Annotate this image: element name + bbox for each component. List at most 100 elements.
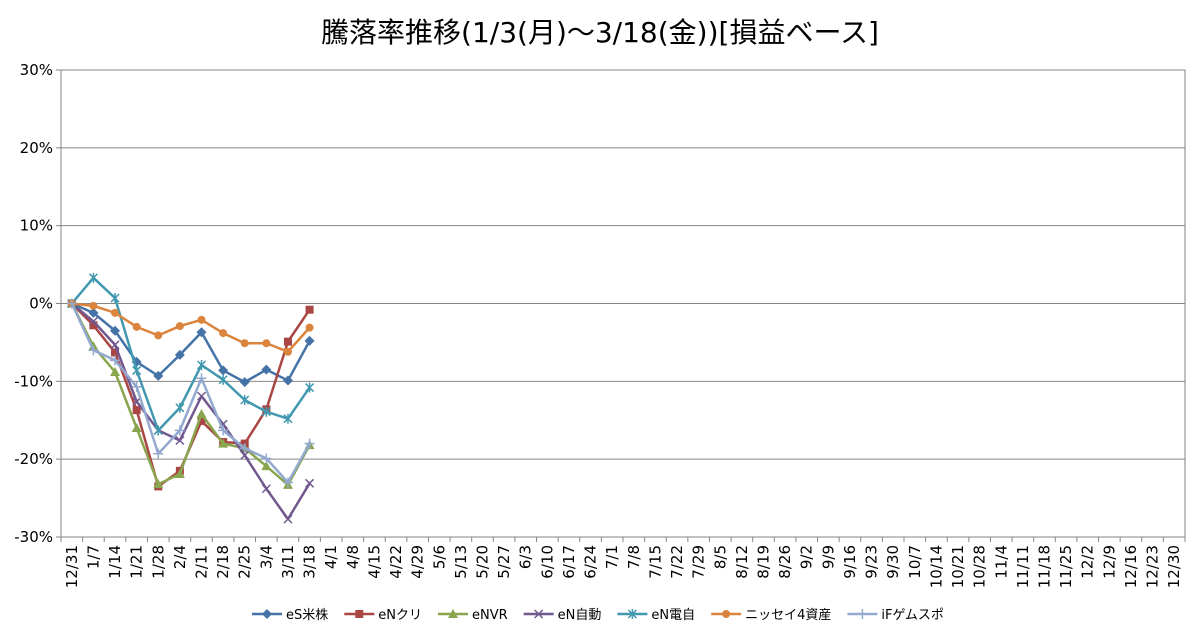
x-tick-label: 9/2 [798,545,816,569]
x-tick-label: 10/14 [927,545,945,588]
legend: eS米株 eNクリ eNVR eN自動 eN電自 ニッセイ4資産 iFゲムスポ [252,607,944,623]
x-tick-label: 12/30 [1165,545,1183,588]
data-point [174,349,185,360]
x-tick-label: 9/9 [819,545,837,569]
series-group [66,272,315,524]
data-point [305,323,314,332]
legend-marker [534,609,544,619]
data-point [88,307,99,318]
series-0 [66,298,315,388]
x-tick-label: 5/27 [495,545,513,579]
x-tick-label: 12/16 [1122,545,1140,588]
legend-item: eN電自 [617,608,695,623]
data-point [196,391,207,401]
x-tick-label: 7/29 [690,545,708,579]
x-tick-label: 7/15 [646,545,664,579]
x-tick-label: 4/15 [365,545,383,579]
x-tick-label: 4/8 [344,545,362,569]
legend-marker [262,609,272,619]
x-tick-label: 2/11 [193,545,211,579]
x-tick-label: 1/7 [84,545,102,569]
x-tick-label: 6/10 [538,545,556,579]
x-tick-label: 11/18 [1036,545,1054,588]
data-point [110,325,121,336]
data-point [196,373,207,384]
data-point [304,438,315,449]
series-5 [67,299,314,356]
data-point [131,381,142,392]
chart-title: 騰落率推移(1/3(月)～3/18(金))[損益ベース] [321,16,879,49]
x-tick-label: 11/11 [1014,545,1032,588]
x-tick-label: 10/28 [971,545,989,588]
data-point [262,339,271,348]
data-point [283,337,292,346]
legend-item: eNVR [438,608,508,623]
legend-item: eS米株 [252,608,328,623]
x-tick-label: 5/13 [452,545,470,579]
legend-item: ニッセイ4資産 [711,607,831,623]
x-tick-label: 4/29 [409,545,427,579]
data-point [153,479,164,489]
legend-label: eN自動 [558,608,602,623]
legend-label: eS米株 [286,608,328,623]
data-point [132,365,142,376]
x-tick-label: 12/23 [1144,545,1162,588]
data-point [89,301,98,310]
data-point [154,331,163,340]
legend-label: ニッセイ4資産 [745,607,831,623]
data-point [218,374,228,385]
data-point [111,348,120,357]
x-tick-label: 4/1 [322,545,340,569]
data-point [88,272,98,283]
data-point [132,322,141,331]
legend-label: eN電自 [651,608,695,623]
data-point [239,377,250,388]
data-point [175,322,184,331]
data-point [174,425,185,436]
data-point [218,425,229,436]
legend-label: eNVR [472,608,508,623]
x-tick-label: 9/23 [863,545,881,579]
x-tick-label: 11/4 [992,545,1010,579]
data-point [305,382,315,393]
data-point [153,370,164,381]
data-point [110,355,121,366]
legend-marker [355,610,364,618]
x-tick-label: 9/16 [841,545,859,579]
data-point [261,461,272,471]
x-tick-label: 1/14 [106,545,124,579]
legend-item: eNクリ [344,608,422,623]
legend-item: iFゲムスポ [847,608,944,623]
x-tick-label: 7/8 [625,545,643,569]
data-point [239,443,250,454]
data-point [153,448,164,459]
data-point [240,450,250,460]
x-tick-label: 7/1 [603,545,621,569]
data-point [283,413,293,424]
data-point [261,406,271,417]
x-tick-label: 12/31 [63,545,81,588]
data-point [110,293,120,304]
data-point [153,425,163,436]
y-tick-label: 10% [20,217,53,235]
data-point [261,453,272,464]
data-point [261,484,271,494]
x-tick-label: 3/4 [257,545,275,569]
x-tick-label: 6/3 [517,545,535,569]
y-tick-label: 20% [20,139,53,157]
data-point [89,321,98,330]
x-tick-label: 8/12 [733,545,751,579]
x-tick-label: 4/22 [387,545,405,579]
x-tick-label: 12/2 [1079,545,1097,579]
x-tick-label: 6/17 [560,545,578,579]
y-tick-label: -20% [14,450,53,468]
data-point [304,335,315,346]
data-point [175,435,185,446]
legend-marker [627,609,637,619]
data-point [174,468,185,478]
data-point [240,395,250,406]
data-point [88,345,99,356]
y-tick-label: -30% [14,528,53,546]
